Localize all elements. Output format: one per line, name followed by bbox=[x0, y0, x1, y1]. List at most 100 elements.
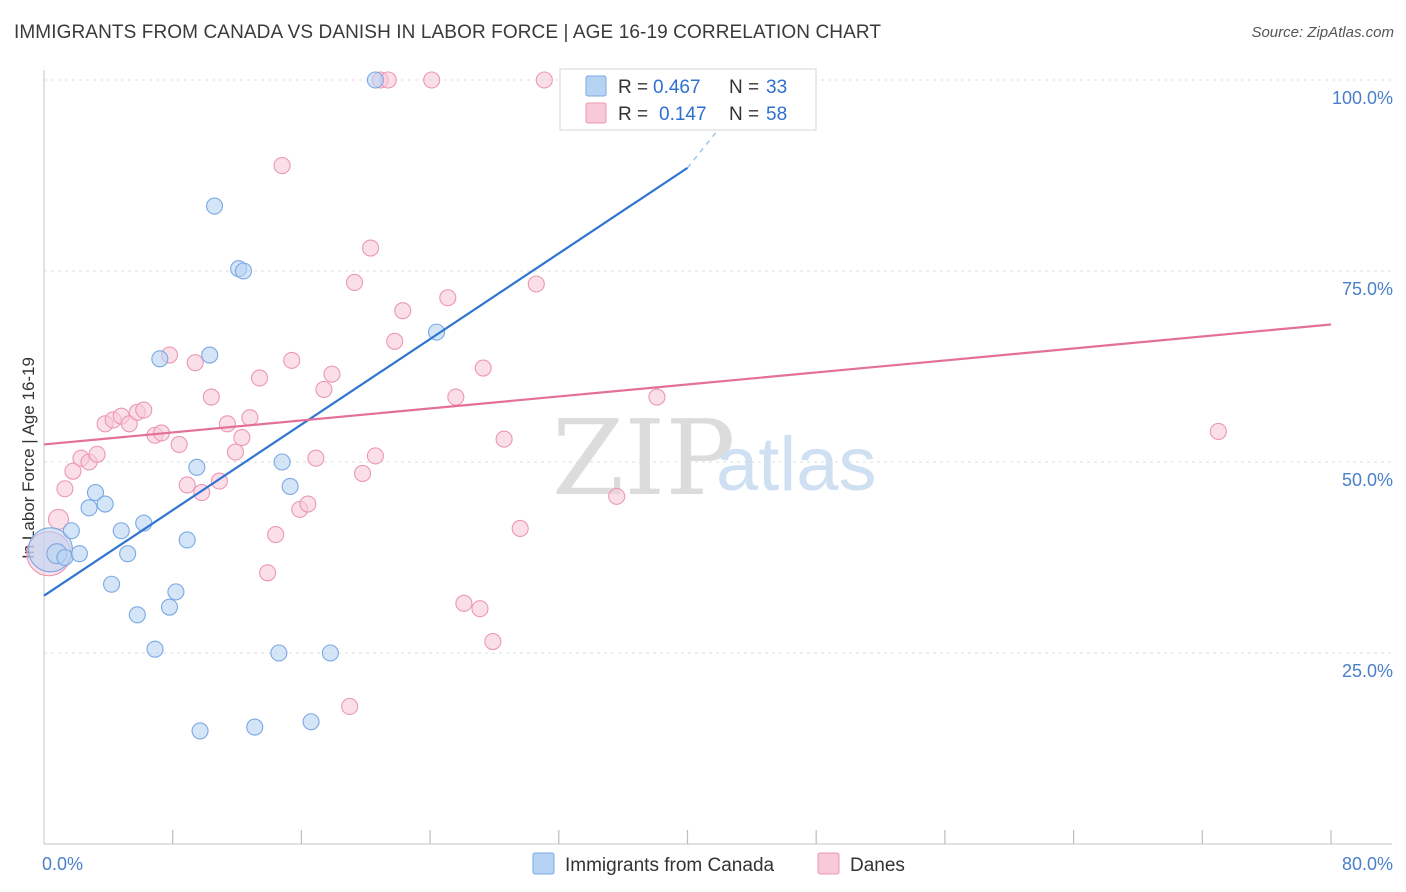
danes-point bbox=[186, 354, 204, 372]
danes-point bbox=[170, 435, 188, 453]
legend-r-label-danes: R = bbox=[618, 104, 648, 125]
chart-title: IMMIGRANTS FROM CANADA VS DANISH IN LABO… bbox=[14, 22, 882, 43]
danes-point bbox=[273, 157, 291, 175]
x-tick-label: 0.0% bbox=[42, 854, 83, 874]
canada-point bbox=[201, 346, 219, 364]
danes-point bbox=[56, 480, 74, 498]
series-legend: Immigrants from Canada Danes bbox=[532, 852, 905, 876]
canada-point bbox=[246, 718, 264, 736]
danes-point bbox=[251, 369, 269, 387]
danes-point bbox=[362, 239, 380, 257]
danes-point bbox=[135, 401, 153, 419]
legend-swatch-canada bbox=[585, 75, 607, 97]
canada-point bbox=[96, 495, 114, 513]
danes-point bbox=[394, 302, 412, 320]
danes-point bbox=[226, 443, 244, 461]
danes-point bbox=[307, 449, 325, 467]
legend-r-value-danes: 0.147 bbox=[659, 104, 707, 125]
danes-point bbox=[447, 388, 465, 406]
legend-r-value-canada: 0.467 bbox=[653, 77, 701, 98]
canada-point bbox=[167, 583, 185, 601]
canada-point bbox=[56, 548, 74, 567]
legend-r-label-canada: R = bbox=[618, 77, 648, 98]
danes-point bbox=[233, 429, 251, 447]
legend-n-value-canada: 33 bbox=[766, 77, 787, 98]
canada-point bbox=[281, 477, 299, 495]
danes-point bbox=[495, 430, 513, 448]
y-tick-label: 25.0% bbox=[1342, 661, 1393, 681]
canada-point bbox=[112, 522, 130, 540]
danes-point bbox=[366, 447, 384, 465]
gridlines bbox=[44, 79, 1392, 654]
danes-point bbox=[527, 275, 545, 293]
trend-lines bbox=[43, 87, 1332, 597]
danes-trend-line bbox=[43, 323, 1332, 446]
danes-point bbox=[439, 289, 457, 307]
danes-point bbox=[241, 409, 259, 427]
watermark-atlas: atlas bbox=[716, 422, 877, 507]
danes-point bbox=[259, 564, 277, 582]
danes-points bbox=[26, 71, 1227, 716]
bottom-swatch-danes bbox=[817, 852, 840, 875]
danes-point bbox=[608, 487, 626, 505]
canada-trend-line bbox=[43, 166, 689, 597]
y-axis-title: In Labor Force | Age 16-19 bbox=[19, 357, 38, 559]
danes-point bbox=[64, 462, 82, 480]
danes-point bbox=[423, 71, 441, 89]
x-ticks bbox=[172, 830, 1332, 844]
legend-swatch-danes bbox=[585, 102, 607, 124]
y-tick-label: 50.0% bbox=[1342, 470, 1393, 490]
canada-point bbox=[151, 350, 169, 368]
canada-point bbox=[103, 575, 121, 593]
danes-point bbox=[178, 476, 196, 494]
canada-point bbox=[178, 531, 196, 549]
bottom-label-danes: Danes bbox=[850, 855, 905, 876]
danes-point bbox=[455, 594, 473, 612]
danes-point bbox=[218, 415, 236, 433]
danes-point bbox=[648, 388, 666, 406]
canada-point bbox=[160, 598, 179, 616]
legend-n-label-danes: N = bbox=[729, 104, 759, 125]
danes-point bbox=[323, 365, 341, 383]
danes-point bbox=[345, 273, 364, 292]
danes-point bbox=[474, 359, 492, 377]
danes-point bbox=[202, 388, 220, 406]
source-credit: Source: ZipAtlas.com bbox=[1251, 24, 1394, 41]
danes-point bbox=[386, 332, 404, 350]
y-tick-labels: 25.0% 50.0% 75.0% 100.0% bbox=[1332, 88, 1393, 681]
canada-point bbox=[62, 522, 80, 540]
canada-point bbox=[234, 262, 253, 280]
x-tick-labels: 0.0% 80.0% bbox=[42, 854, 1393, 874]
watermark-zip: ZIP bbox=[552, 397, 735, 519]
legend-n-value-danes: 58 bbox=[766, 104, 787, 125]
canada-point bbox=[273, 453, 291, 471]
canada-point bbox=[270, 644, 288, 662]
danes-point bbox=[1209, 422, 1227, 440]
x-tick-label: 80.0% bbox=[1342, 854, 1393, 874]
danes-point bbox=[283, 351, 301, 369]
danes-point bbox=[353, 464, 372, 483]
canada-point bbox=[188, 458, 206, 476]
canada-point bbox=[205, 197, 224, 215]
danes-point bbox=[88, 445, 106, 463]
canada-point bbox=[80, 499, 98, 517]
canada-point bbox=[128, 606, 146, 624]
canada-point bbox=[366, 71, 384, 89]
correlation-legend: R = 0.467 N = 33 R = 0.147 N = 58 bbox=[559, 68, 817, 131]
y-tick-label: 75.0% bbox=[1342, 279, 1393, 299]
canada-point bbox=[86, 484, 105, 502]
danes-point bbox=[315, 380, 333, 398]
danes-point bbox=[484, 632, 502, 651]
danes-point bbox=[341, 697, 359, 716]
axes bbox=[43, 70, 1392, 845]
canada-point bbox=[119, 545, 137, 563]
bottom-label-canada: Immigrants from Canada bbox=[565, 855, 775, 876]
canada-point bbox=[146, 640, 164, 658]
danes-point bbox=[299, 495, 317, 513]
legend-n-label-canada: N = bbox=[729, 77, 759, 98]
canada-points bbox=[27, 71, 586, 740]
canada-point bbox=[191, 722, 209, 740]
danes-point bbox=[267, 526, 285, 544]
canada-point bbox=[302, 713, 320, 731]
